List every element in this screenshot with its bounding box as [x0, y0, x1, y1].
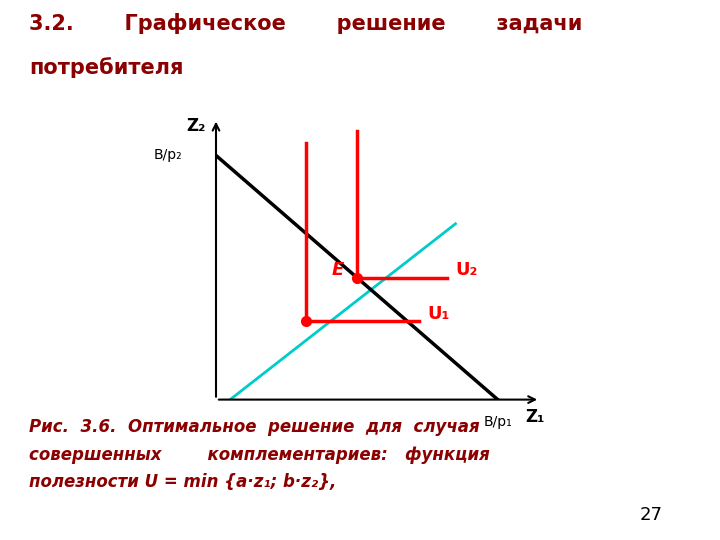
Text: U₂: U₂	[456, 261, 478, 279]
Text: B/p₂: B/p₂	[154, 148, 182, 163]
Text: U₁: U₁	[427, 305, 450, 323]
Text: E: E	[331, 261, 343, 279]
Text: совершенных        комплементариев:   функция: совершенных комплементариев: функция	[29, 446, 490, 463]
Text: B/p₁: B/p₁	[483, 415, 512, 429]
Text: полезности U = min {a·z₁; b·z₂},: полезности U = min {a·z₁; b·z₂},	[29, 472, 336, 490]
Text: Z₂: Z₂	[186, 117, 206, 135]
Text: 27: 27	[639, 506, 662, 524]
Text: 3.2.       Графическое       решение       задачи: 3.2. Графическое решение задачи	[29, 14, 582, 35]
Text: Рис.  3.6.  Оптимальное  решение  для  случая: Рис. 3.6. Оптимальное решение для случая	[29, 418, 480, 436]
Text: Z₁: Z₁	[526, 408, 545, 426]
Text: потребителя: потребителя	[29, 57, 184, 78]
